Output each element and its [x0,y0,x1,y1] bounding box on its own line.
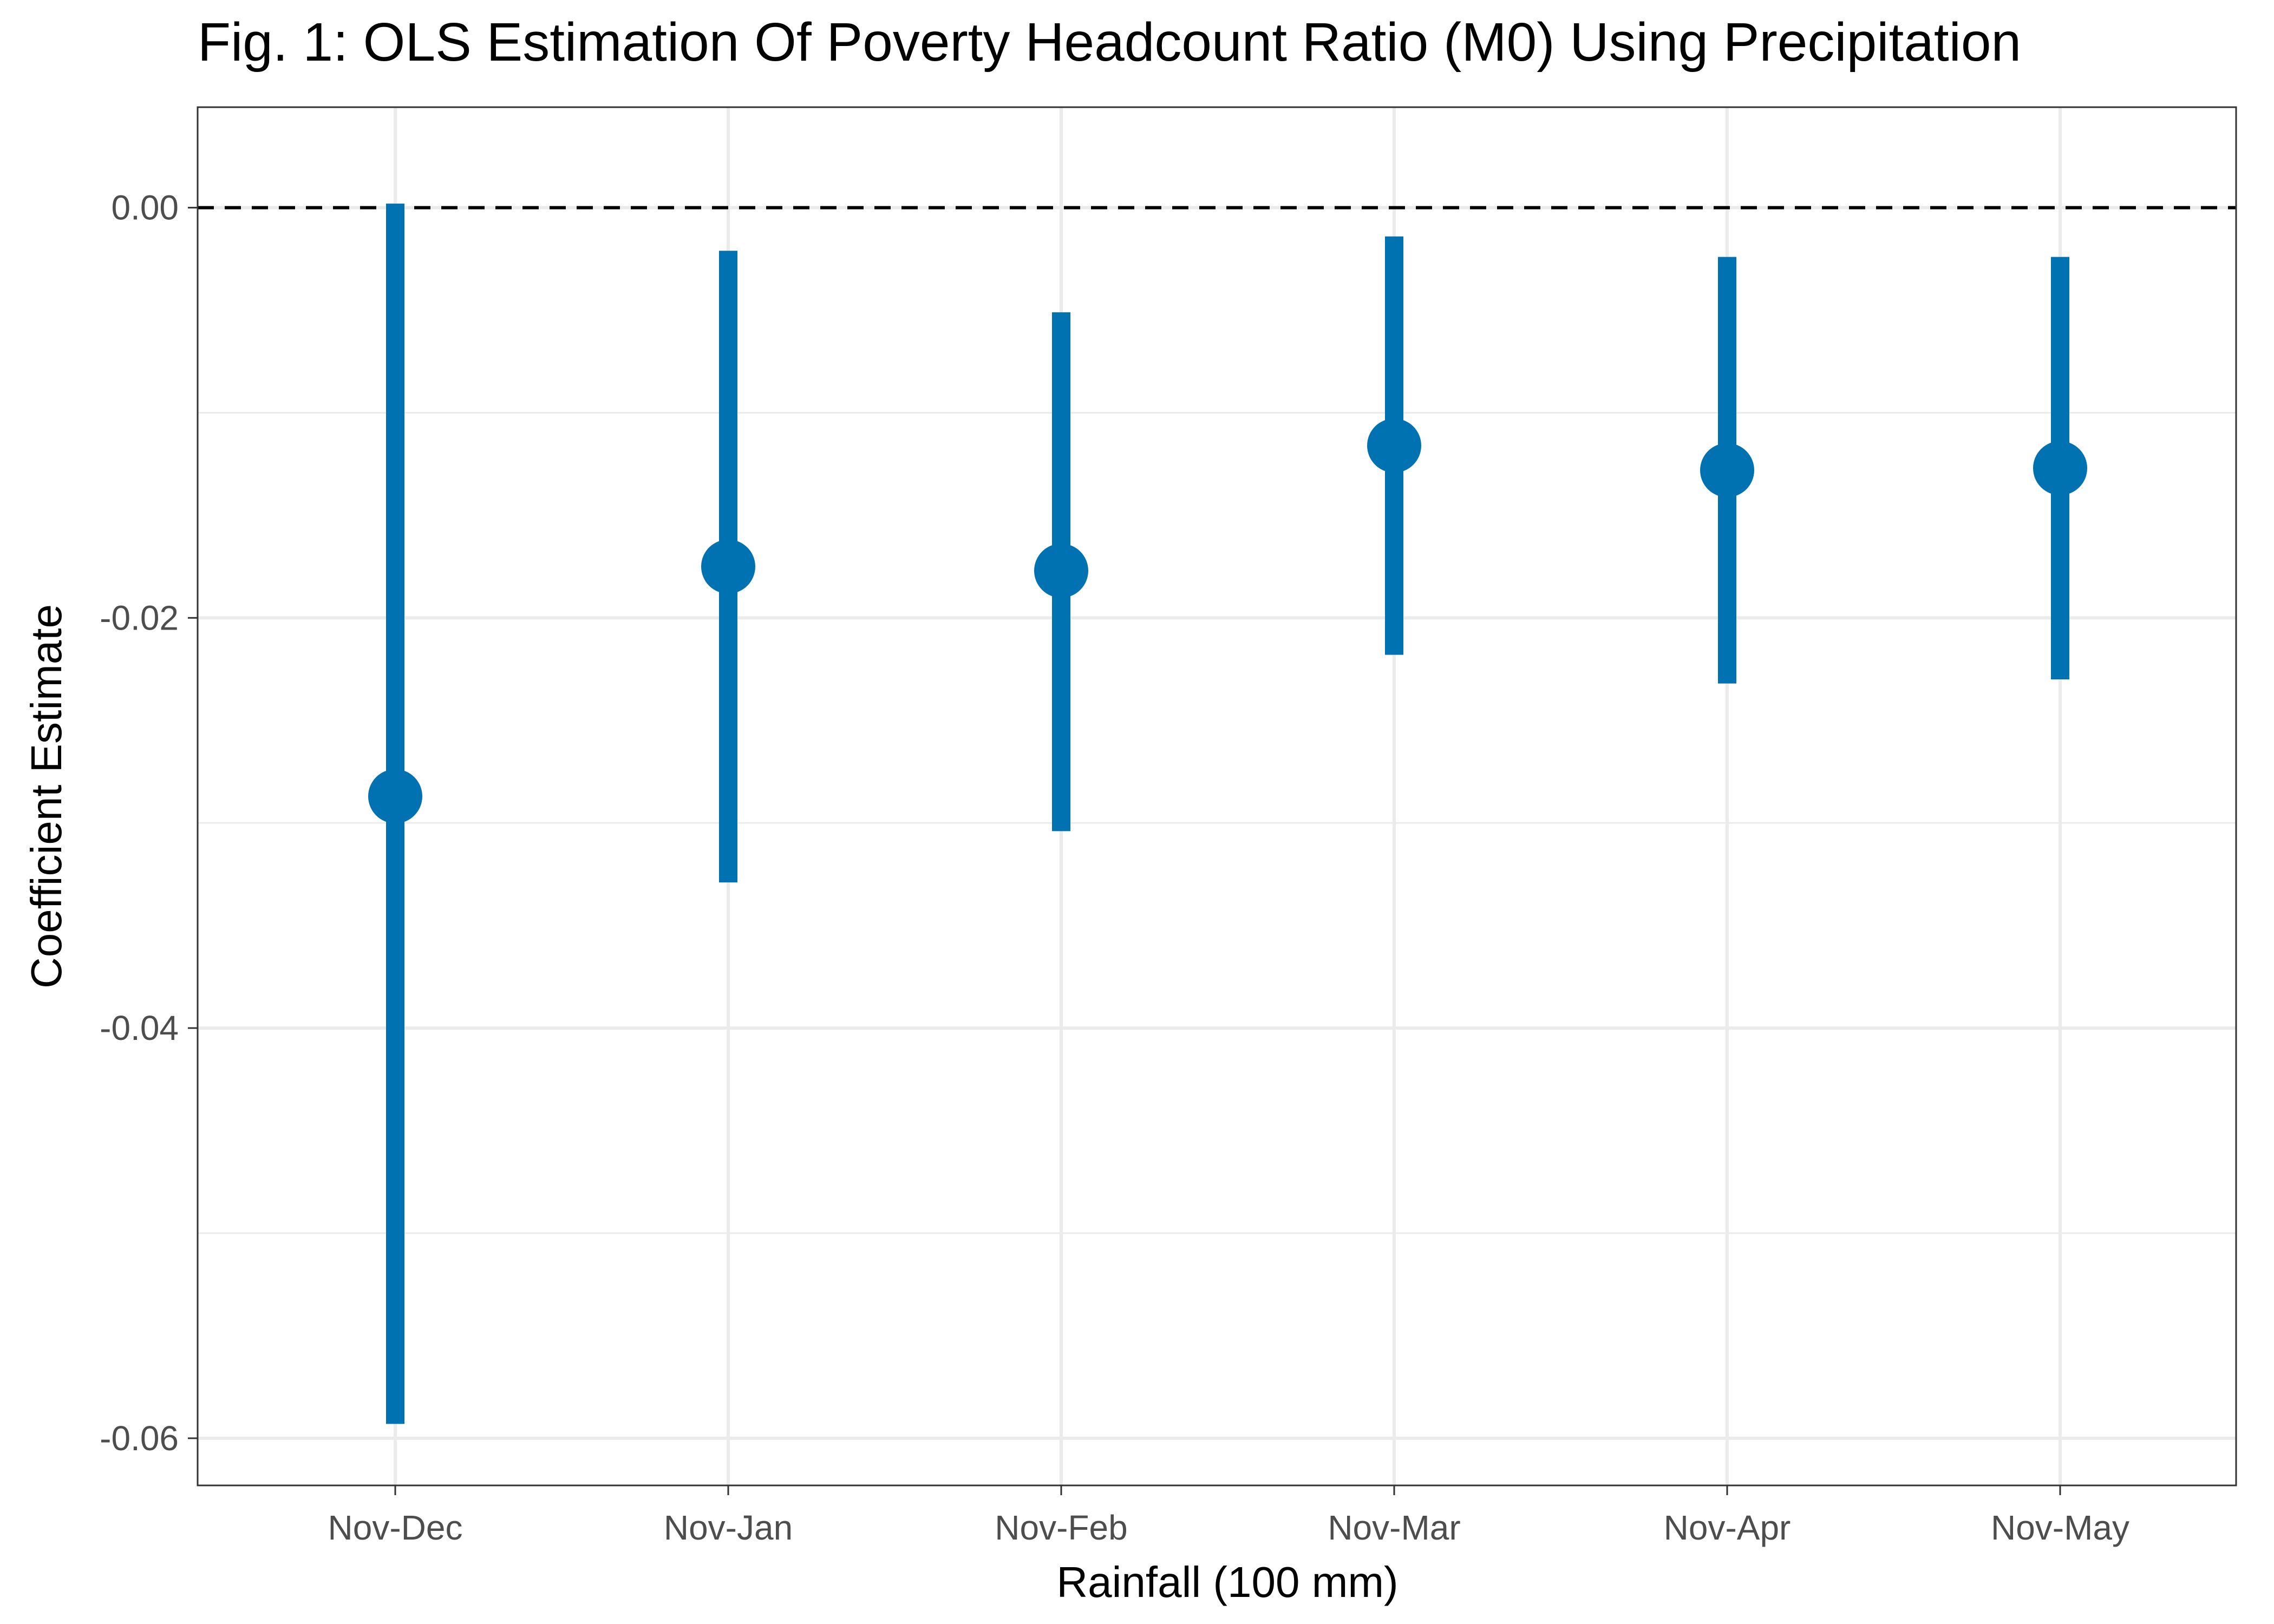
plot-panel-background [198,107,2236,1485]
x-tick-label: Nov-Feb [995,1508,1127,1547]
x-axis-title: Rainfall (100 mm) [1056,1558,1398,1606]
chart-title: Fig. 1: OLS Estimation Of Poverty Headco… [198,12,2021,73]
point-estimate-marker [701,539,755,594]
plot-panel-border [197,106,2237,1487]
y-tick-label: 0.00 [111,188,179,227]
x-tick-label: Nov-Apr [1664,1508,1791,1547]
point-estimate-marker [1700,443,1754,497]
x-tick-label: Nov-May [1991,1508,2129,1547]
minor-gridlines [198,412,2236,1234]
y-axis: 0.00 -0.02 -0.04 -0.06 [100,188,198,1458]
point-estimates [368,418,2087,823]
y-tick-label: -0.04 [100,1009,179,1047]
point-estimate-marker [1034,543,1088,598]
x-axis: Nov-Dec Nov-Jan Nov-Feb Nov-Mar Nov-Apr Nov-M… [328,1485,2129,1547]
y-axis-title: Coefficient Estimate [22,604,70,988]
point-estimate-marker [1367,418,1421,473]
point-estimate-marker [368,769,422,823]
point-estimate-marker [2033,441,2087,495]
y-tick-label: -0.06 [100,1419,179,1458]
x-tick-label: Nov-Jan [664,1508,793,1547]
x-tick-label: Nov-Dec [328,1508,463,1547]
y-tick-label: -0.02 [100,598,179,637]
x-tick-label: Nov-Mar [1328,1508,1460,1547]
